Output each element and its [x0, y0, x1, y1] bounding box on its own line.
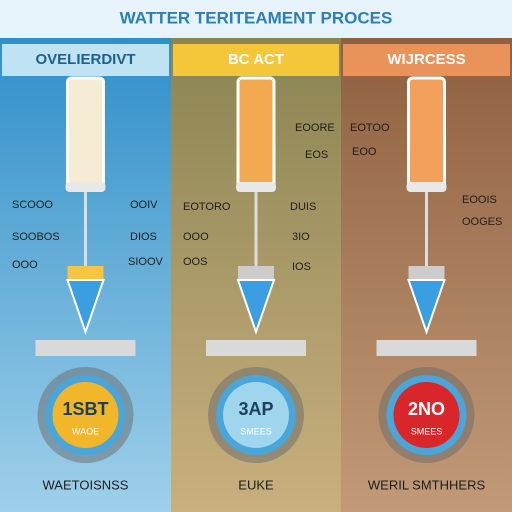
platform [376, 340, 477, 356]
tube [66, 76, 105, 190]
process-label: OOIV [130, 199, 158, 211]
process-label: EOS [305, 149, 328, 161]
badge-caption: WAOE [72, 426, 99, 436]
panel-header-text: WIJRCESS [387, 51, 465, 68]
process-label: 3IO [292, 231, 310, 243]
connector [67, 266, 104, 280]
badge-value: 2NO [408, 399, 445, 419]
panel-footer: WAETOISNSS [43, 477, 129, 492]
process-label: DIOS [130, 231, 157, 243]
process-label: OOO [12, 259, 38, 271]
process-label: SOOBOS [12, 231, 60, 243]
badge [52, 382, 119, 448]
process-label: OOGES [462, 216, 502, 228]
connector [408, 266, 445, 280]
badge [393, 382, 460, 448]
platform [35, 340, 136, 356]
title-band [0, 0, 512, 38]
badge [223, 382, 289, 448]
badge-value: 1SBT [62, 399, 108, 419]
panel-header-text: OVELIERDIVT [35, 51, 135, 68]
platform [206, 340, 306, 356]
panel-header [173, 44, 339, 76]
panel-footer: WERIL SMTHHERS [368, 477, 486, 492]
process-label: EOTORO [183, 201, 231, 213]
badge-caption: SMEES [411, 426, 443, 436]
panel-header-text: BC ACT [228, 51, 284, 68]
badge-caption: SMEES [240, 426, 272, 436]
connector [238, 266, 274, 280]
tube [407, 76, 446, 190]
process-label: SCOOO [12, 199, 53, 211]
process-label: SIOOV [128, 256, 164, 268]
process-label: OOO [183, 231, 209, 243]
process-label: IOS [292, 261, 311, 273]
process-label: EOORE [295, 122, 335, 134]
badge-value: 3AP [238, 399, 273, 419]
title: WATTER TERITEAMENT PROCES [120, 8, 393, 27]
process-label: EOO [352, 146, 377, 158]
process-label: OOS [183, 256, 207, 268]
panel-header [2, 44, 169, 76]
panel-header [343, 44, 510, 76]
tube-cap [236, 182, 276, 192]
process-label: EOOIS [462, 194, 497, 206]
tube-cap [406, 182, 447, 192]
tube-cap [65, 182, 106, 192]
tube [236, 76, 276, 190]
nozzle [236, 279, 276, 336]
nozzle [66, 279, 105, 336]
nozzle [407, 279, 446, 336]
process-label: DUIS [290, 201, 316, 213]
process-label: EOTOO [350, 122, 390, 134]
panel-footer: EUKE [238, 477, 274, 492]
panels: OVELIERDIVT 1SBT WAOE WAETOISNSS SCOOO OOIV SO… [0, 38, 512, 512]
